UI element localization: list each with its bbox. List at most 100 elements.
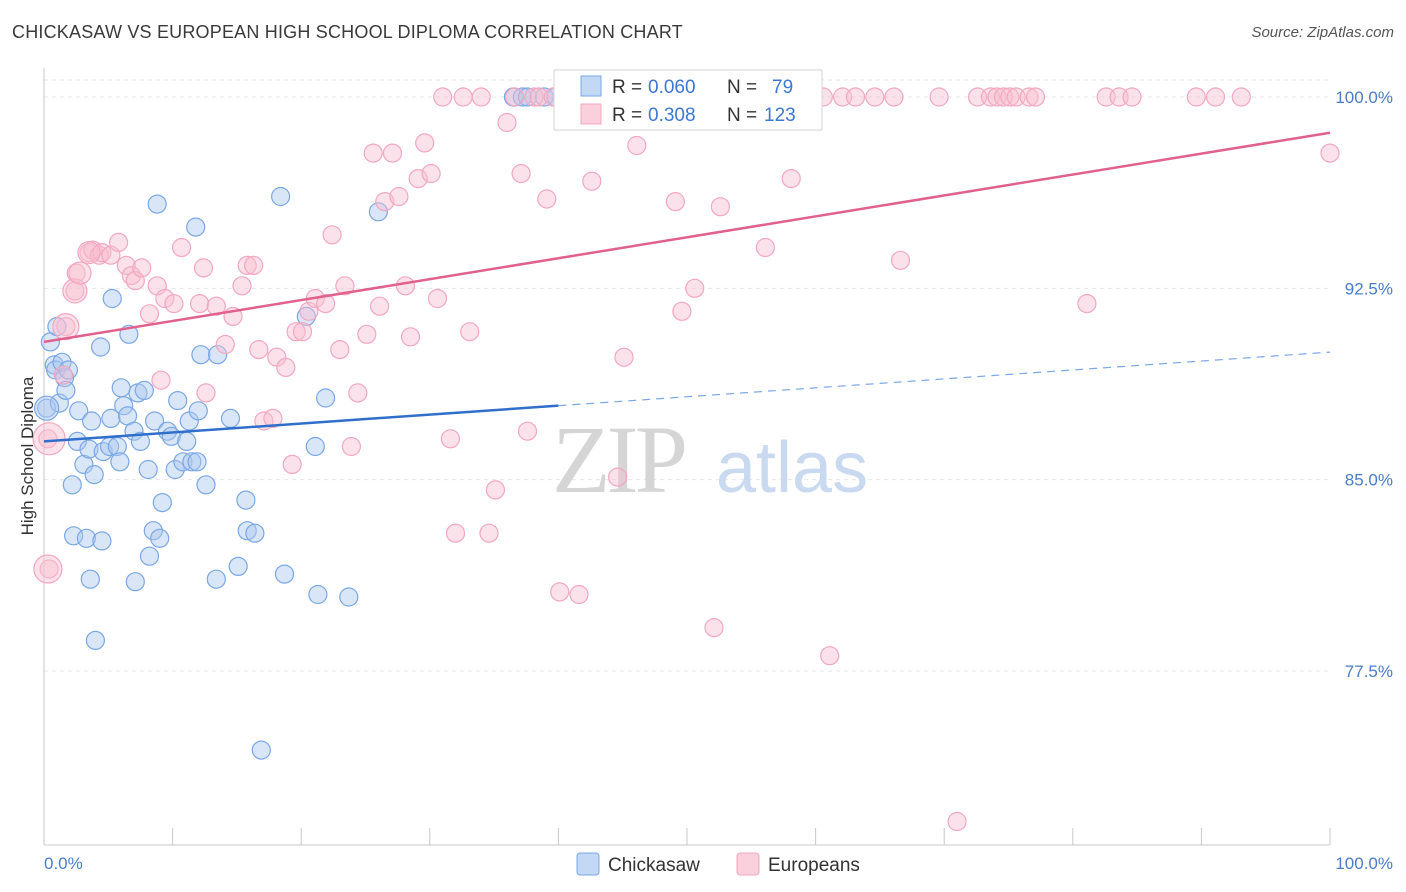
point-europeans [607, 467, 628, 487]
point-chickasaw [125, 572, 145, 592]
watermark-zip: ZIP [552, 406, 685, 513]
point-europeans-large [62, 278, 88, 304]
point-chickasaw [111, 378, 131, 398]
point-europeans [1122, 87, 1142, 107]
stats-legend-r-value-chickasaw: 0.060 [648, 77, 696, 98]
point-chickasaw [101, 408, 121, 428]
point-europeans [215, 334, 235, 355]
point-chickasaw [102, 288, 122, 309]
point-europeans [249, 340, 269, 360]
point-europeans-large [32, 422, 66, 456]
point-europeans-large [68, 261, 92, 285]
stats-legend-n-value-europeans: 123 [764, 105, 796, 126]
x-tick-label-min: 0.0% [44, 854, 83, 873]
point-europeans [164, 294, 184, 314]
point-chickasaw [187, 452, 207, 472]
point-chickasaw [90, 337, 111, 357]
point-europeans [237, 255, 257, 275]
point-chickasaw [58, 360, 79, 380]
point-europeans-large [33, 554, 63, 584]
point-chickasaw [196, 475, 216, 495]
point-europeans [139, 304, 160, 324]
series-legend: Chickasaw Europeans [576, 852, 860, 876]
point-europeans [155, 288, 175, 309]
point-europeans [884, 87, 904, 107]
point-europeans [56, 317, 76, 337]
point-chickasaw [62, 475, 82, 495]
point-chickasaw [81, 411, 102, 431]
point-europeans [132, 258, 152, 278]
point-chickasaw [308, 584, 328, 605]
point-europeans [322, 225, 342, 245]
point-chickasaw [168, 391, 188, 411]
stats-legend-n-label-europeans: N = [727, 105, 762, 126]
point-europeans [710, 197, 731, 217]
point-europeans [370, 296, 390, 316]
gridlines [44, 79, 1330, 672]
point-europeans [453, 87, 473, 107]
watermark: ZIP atlas [552, 406, 868, 513]
point-europeans-large [77, 241, 101, 265]
point-europeans [286, 322, 306, 342]
watermark-atlas: atlas [716, 428, 868, 508]
point-europeans [820, 646, 840, 666]
point-europeans [400, 327, 421, 347]
point-europeans [415, 133, 435, 153]
y-tick-label: 77.5% [1345, 662, 1393, 681]
legend-label-europeans: Europeans [768, 855, 860, 876]
y-tick-labels: 77.5% 85.0% 92.5% 100.0% [1335, 88, 1393, 681]
legend-swatch-europeans [736, 852, 760, 876]
point-chickasaw [220, 408, 241, 428]
stats-legend-n-value-chickasaw: 79 [772, 77, 793, 98]
point-chickasaw-large [33, 395, 60, 421]
point-chickasaw [165, 459, 185, 480]
point-chickasaw [177, 431, 197, 451]
point-europeans [193, 258, 214, 278]
point-europeans [244, 255, 264, 275]
point-europeans [38, 429, 58, 449]
x-ticks [43, 828, 1331, 845]
point-europeans [890, 250, 911, 270]
point-europeans [569, 584, 589, 605]
stats-legend-swatch-chickasaw [580, 75, 602, 97]
point-europeans [440, 429, 460, 449]
y-tick-label: 92.5% [1345, 279, 1393, 298]
point-europeans [517, 421, 538, 441]
stats-legend-box: R = 0.060 N = 79 R = 0.308 N = 123 [553, 69, 823, 131]
point-chickasaw [138, 459, 158, 480]
y-axis-title: High School Diploma [18, 376, 37, 535]
point-europeans [292, 322, 313, 342]
point-europeans [685, 278, 705, 298]
stats-legend-swatch-europeans [580, 103, 602, 125]
point-europeans [497, 112, 517, 133]
point-europeans [172, 237, 192, 258]
point-europeans [341, 436, 361, 457]
point-chickasaw [69, 401, 89, 421]
point-chickasaw [147, 194, 167, 214]
point-europeans [865, 87, 885, 107]
point-chickasaw [134, 380, 154, 400]
point-europeans [357, 324, 377, 344]
point-europeans [781, 169, 801, 189]
point-chickasaw [85, 630, 106, 651]
trendlines [43, 131, 1331, 443]
point-europeans [363, 143, 383, 163]
point-europeans [66, 263, 86, 283]
point-chickasaw [368, 202, 388, 222]
point-chickasaw [274, 564, 295, 584]
point-chickasaw [182, 452, 202, 472]
point-chickasaw [67, 431, 88, 451]
point-europeans [335, 276, 355, 296]
point-europeans [672, 301, 692, 321]
point-europeans [282, 454, 302, 474]
point-europeans [382, 143, 403, 163]
point-chickasaw [110, 452, 130, 472]
trendline-europeans [43, 131, 1331, 344]
point-chickasaw [236, 490, 256, 510]
point-europeans [479, 523, 499, 543]
point-europeans [232, 276, 252, 296]
point-europeans [614, 347, 634, 367]
point-europeans [511, 163, 531, 184]
point-chickasaw [84, 465, 104, 485]
